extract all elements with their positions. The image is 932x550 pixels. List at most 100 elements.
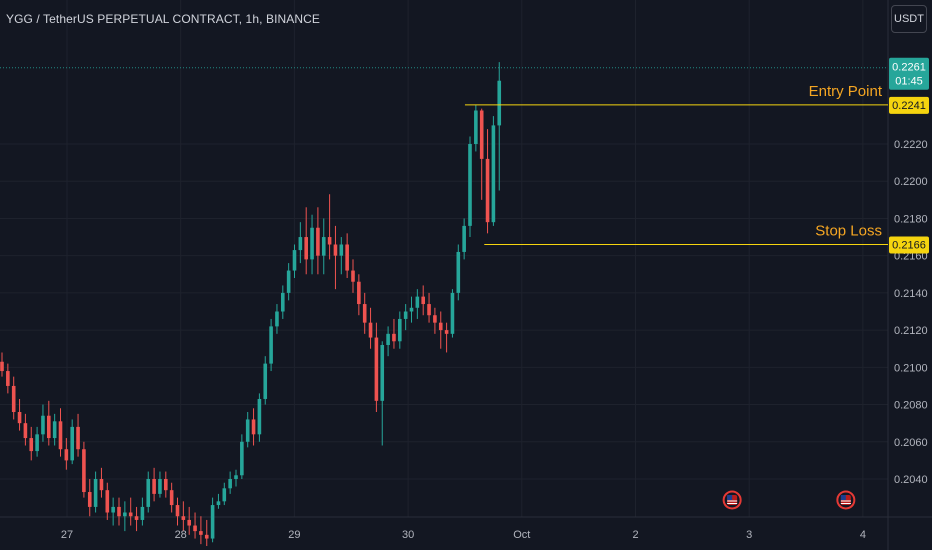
candle-body	[263, 363, 268, 399]
y-tick-label: 0.2220	[894, 139, 928, 151]
candle-body	[152, 479, 156, 494]
candle-body	[403, 311, 408, 319]
candle-body	[117, 506, 121, 517]
flag-icon-canton	[840, 495, 846, 500]
candle-body	[269, 326, 273, 364]
y-tick-label: 0.2140	[894, 288, 928, 300]
level-label: Entry Point	[809, 83, 883, 100]
candle-body	[87, 492, 92, 507]
candle-body	[327, 237, 332, 245]
level-label: Stop Loss	[815, 223, 882, 240]
candle-body	[339, 244, 344, 256]
x-tick-label: 27	[61, 529, 73, 541]
candle-body	[204, 534, 209, 539]
candle-body	[140, 506, 145, 520]
y-tick-label: 0.2040	[894, 474, 928, 486]
candle-body	[234, 475, 238, 479]
level-price-tag-text: 0.2241	[892, 100, 926, 112]
candle-body	[193, 525, 197, 532]
candle-countdown: 01:45	[895, 76, 923, 88]
candle-body	[240, 441, 244, 476]
candle-body	[245, 419, 250, 442]
candle-body	[123, 512, 127, 517]
candle-body	[134, 516, 139, 520]
chart-title: YGG / TetherUS PERPETUAL CONTRACT, 1h, B…	[6, 12, 321, 26]
candle-body	[93, 479, 98, 507]
x-tick-label: 3	[746, 529, 752, 541]
candle-body	[52, 421, 57, 439]
candle-body	[433, 315, 437, 323]
candle-body	[438, 322, 443, 331]
candle-body	[128, 512, 133, 517]
candle-body	[316, 227, 320, 256]
candle-body	[76, 426, 80, 450]
candle-body	[456, 251, 461, 293]
candle-body	[333, 244, 338, 256]
candle-body	[491, 125, 496, 223]
candle-body	[474, 110, 478, 144]
candle-body	[23, 423, 28, 439]
candle-body	[409, 307, 414, 312]
candle-body	[58, 421, 63, 450]
x-tick-label: 28	[175, 529, 187, 541]
y-tick-label: 0.2080	[894, 400, 928, 412]
candle-body	[17, 412, 22, 424]
candle-body	[99, 479, 104, 491]
y-tick-label: 0.2100	[894, 362, 928, 374]
candle-body	[181, 516, 186, 520]
y-tick-label: 0.2120	[894, 325, 928, 337]
candle-body	[29, 438, 34, 452]
y-tick-label: 0.2180	[894, 213, 928, 225]
candle-body	[368, 322, 373, 338]
candle-body	[468, 144, 472, 226]
candle-body	[421, 296, 425, 305]
price-levels: Entry Point Stop Loss	[0, 67, 888, 245]
candle-body	[0, 361, 4, 372]
candle-body	[222, 488, 227, 502]
candle-body	[105, 490, 110, 513]
candle-body	[187, 519, 191, 526]
current-price-value: 0.2261	[892, 62, 926, 74]
candle-body	[286, 270, 291, 293]
level-price-tag-text: 0.2166	[892, 240, 926, 252]
candle-body	[357, 281, 361, 305]
candle-body	[310, 227, 314, 260]
candle-body	[392, 333, 396, 342]
candle-body	[6, 371, 10, 386]
candle-body	[497, 80, 502, 126]
level-price-tag	[889, 236, 929, 254]
candle-body	[281, 292, 285, 312]
currency-button[interactable]: USDT	[891, 5, 927, 33]
candle-body	[462, 225, 466, 252]
event-markers	[722, 490, 856, 510]
candle-body	[175, 505, 180, 517]
level-price-tag	[889, 96, 929, 114]
candle-body	[485, 158, 490, 223]
candle-body	[216, 501, 221, 506]
current-price-tag	[889, 57, 929, 90]
candle-body	[47, 415, 51, 439]
time-axis[interactable]: 27 28 29 30 Oct 2 3 4	[61, 529, 866, 541]
candle-body	[374, 337, 379, 401]
candle-body	[146, 479, 151, 507]
candle-body	[345, 244, 349, 271]
candle-body	[304, 237, 308, 260]
candle-body	[362, 304, 367, 323]
candle-body	[380, 345, 385, 401]
candle-body	[351, 270, 355, 282]
y-tick-label: 0.2060	[894, 437, 928, 449]
y-tick-label: 0.2200	[894, 176, 928, 188]
x-tick-label: 2	[632, 529, 638, 541]
candle-body	[386, 333, 390, 345]
price-axis[interactable]: 0.2040 0.2060 0.2080 0.2100 0.2120 0.2140 0.21…	[894, 139, 928, 486]
candle-body	[275, 311, 279, 327]
x-tick-label: 30	[402, 529, 414, 541]
candle-body	[35, 434, 39, 452]
candle-body	[257, 398, 262, 435]
candle-body	[450, 292, 455, 334]
candle-body	[251, 419, 256, 435]
flag-icon-canton	[727, 495, 733, 500]
candle-body	[479, 110, 484, 159]
